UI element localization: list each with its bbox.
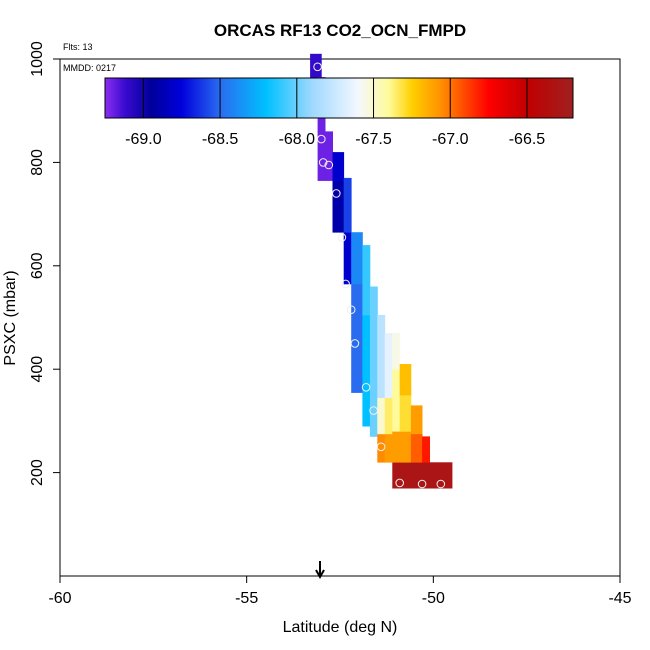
heatmap-cell (392, 333, 401, 370)
x-tick-label: -50 (422, 590, 445, 607)
heatmap-cell (384, 397, 393, 435)
flight-point (324, 160, 334, 170)
heatmap-cell (317, 77, 326, 181)
flight-point (317, 134, 326, 144)
end-arrow-icon (315, 561, 325, 580)
y-axis: 200 400 600 800 1000 (29, 41, 60, 486)
heatmap-cell (310, 53, 322, 81)
colorbar-tick-label: -66.5 (509, 131, 546, 148)
flight-point (395, 478, 405, 488)
heatmap-cell (422, 436, 430, 463)
heatmap-cell (362, 314, 371, 427)
colorbar-tick-label: -67.0 (432, 131, 469, 148)
flight-point (417, 479, 427, 489)
mmdd-label: MMDD: 0217 (63, 63, 116, 73)
heatmap-cell (351, 232, 363, 285)
heatmap-cell (369, 286, 378, 437)
flts-label: Flts: 13 (63, 42, 93, 52)
heatmap-cell (392, 431, 401, 463)
flight-point (337, 233, 347, 242)
flight-point (332, 189, 341, 198)
heatmap-cell (410, 405, 423, 435)
flight-point (376, 442, 386, 452)
x-tick-label: -45 (608, 590, 631, 607)
heatmap-cell (343, 232, 352, 285)
chart-title: ORCAS RF13 CO2_OCN_FMPD (214, 21, 466, 40)
heatmap-cell (377, 314, 386, 398)
heatmap-cell (362, 245, 371, 316)
heatmap-cell (392, 369, 401, 432)
heatmap-cell (343, 177, 352, 233)
heatmap-cell (399, 395, 412, 432)
heatmap-cell (410, 462, 423, 489)
heatmap-cell (422, 462, 430, 489)
colorbar-gradient (104, 77, 574, 119)
heatmap-cell (377, 397, 386, 435)
flight-point (318, 158, 328, 167)
flight-point (346, 305, 356, 315)
colorbar-tick-label: -69.0 (125, 131, 162, 148)
heatmap-cell (429, 462, 453, 489)
flight-point (436, 479, 446, 489)
flight-point (341, 279, 350, 289)
plot-frame (59, 58, 621, 577)
y-tick-label: 200 (29, 459, 46, 486)
y-axis-label: PSXC (mbar) (2, 270, 19, 365)
heatmap-cell (325, 131, 333, 181)
colorbar-tick-label: -67.5 (355, 131, 392, 148)
x-tick-label: -60 (48, 590, 71, 607)
flight-point (361, 383, 371, 392)
y-tick-label: 600 (29, 252, 46, 279)
heatmap-cell (399, 431, 412, 463)
heatmap-cell (384, 333, 393, 398)
heatmap-cell (332, 152, 345, 181)
flight-point (313, 62, 322, 72)
heatmap-cell (332, 180, 345, 233)
colorbar-tick-label: -68.0 (279, 131, 316, 148)
heatmap-cell (377, 433, 386, 463)
heatmap-cell (384, 433, 393, 463)
heatmap-cell (399, 364, 412, 396)
heatmap-cells (310, 53, 453, 489)
x-tick-label: -55 (235, 590, 258, 607)
heatmap-cell (399, 462, 412, 489)
heatmap-cell (410, 433, 423, 463)
y-tick-label: 800 (29, 149, 46, 176)
colorbar: -69.0 -68.5 -68.0 -67.5 -67.0 -66.5 (104, 77, 574, 148)
heatmap-cell (351, 283, 363, 393)
flight-point (350, 339, 360, 348)
heatmap-cell (392, 462, 401, 489)
x-axis: -60 -55 -50 -45 (48, 576, 632, 607)
flight-point (369, 406, 378, 415)
colorbar-tick-label: -68.5 (202, 131, 239, 148)
y-tick-label: 400 (29, 356, 46, 383)
x-axis-label: Latitude (deg N) (283, 619, 398, 636)
y-tick-label: 1000 (29, 41, 46, 77)
